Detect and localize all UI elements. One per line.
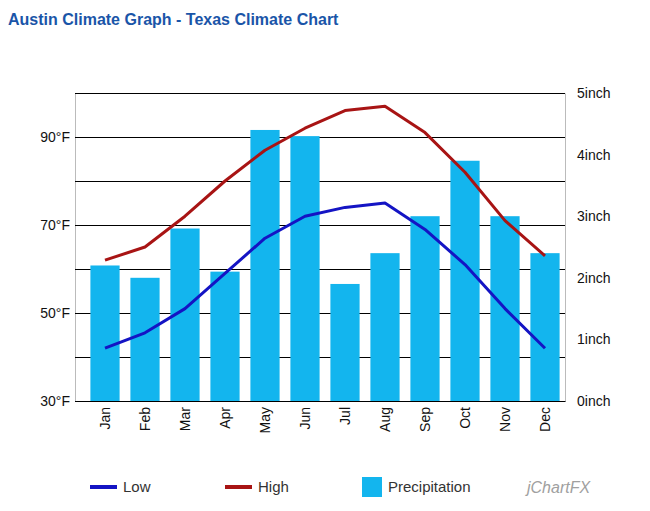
bar — [370, 253, 399, 401]
legend-swatch — [225, 485, 252, 489]
plot-area — [90, 106, 559, 401]
legend-item: Precipitation — [362, 477, 471, 497]
tick: 5inch — [565, 85, 610, 101]
bar — [290, 136, 319, 401]
tick-label: May — [257, 407, 273, 433]
tick-label: Nov — [497, 407, 513, 432]
tick-label: 4inch — [577, 147, 610, 163]
tick-label: Feb — [137, 407, 153, 431]
legend-swatch — [90, 485, 117, 489]
tick-label: 1inch — [577, 331, 610, 347]
bar — [330, 284, 359, 401]
legend: Low High Precipitation — [90, 477, 471, 497]
tick-label: Dec — [537, 407, 553, 432]
tick: Nov — [497, 407, 513, 432]
bar-series — [90, 130, 559, 401]
axis-line — [86, 401, 566, 402]
grid-line — [75, 181, 565, 182]
bar — [530, 253, 559, 401]
tick: Mar — [177, 407, 193, 431]
tick: 1inch — [565, 331, 610, 347]
tick: 3inch — [565, 208, 610, 224]
line — [105, 106, 545, 260]
tick-label: 30°F — [40, 393, 70, 409]
tick-label: Aug — [377, 407, 393, 432]
tick-label: Jun — [297, 407, 313, 430]
tick: May — [257, 407, 273, 433]
bar — [450, 161, 479, 401]
y2-axis: 0inch 1inch 2inch 3inch 4inch 5inch — [565, 85, 610, 409]
annotation: jChartFX — [525, 479, 591, 496]
tick: Aug — [377, 407, 393, 432]
tick-label: Mar — [177, 407, 193, 431]
bar — [90, 265, 119, 401]
axis-line — [565, 94, 566, 402]
tick — [75, 93, 565, 94]
legend-item: Low — [90, 478, 151, 495]
grid-line — [75, 93, 565, 94]
tick-label: Jul — [337, 407, 353, 425]
tick: Apr — [217, 407, 233, 429]
title: Austin Climate Graph - Texas Climate Cha… — [8, 11, 339, 28]
bar — [410, 216, 439, 401]
tick-label: 3inch — [577, 208, 610, 224]
tick-label: 5inch — [577, 85, 610, 101]
tick: Jun — [297, 407, 313, 430]
legend-swatch — [362, 477, 382, 497]
tick-label: 2inch — [577, 270, 610, 286]
legend-label: Low — [123, 478, 151, 495]
chart: Austin Climate Graph - Texas Climate Cha… — [0, 0, 650, 511]
tick-label: 50°F — [40, 305, 70, 321]
tick: 0inch — [565, 393, 610, 409]
tick-label: Oct — [457, 407, 473, 429]
tick: Sep — [417, 407, 433, 432]
grid-line — [75, 401, 565, 402]
x-axis: Jan Feb Mar Apr May Jun Jul Aug Sep Oct Nov Dec — [86, 402, 566, 434]
line — [105, 203, 545, 348]
y-axis: 30°F 50°F 70°F 90°F — [40, 94, 565, 409]
tick-label: Apr — [217, 407, 233, 429]
tick — [75, 181, 565, 182]
legend-label: High — [258, 478, 289, 495]
tick-label: Jan — [97, 407, 113, 430]
tick: Dec — [537, 407, 553, 432]
tick-label: 90°F — [40, 129, 70, 145]
grid-line — [75, 137, 565, 138]
bar — [250, 130, 279, 401]
bar — [210, 272, 239, 401]
legend-label: Precipitation — [388, 478, 471, 495]
tick: 2inch — [565, 270, 610, 286]
legend-item: High — [225, 478, 289, 495]
bar — [130, 278, 159, 401]
tick-label: Sep — [417, 407, 433, 432]
tick: Feb — [137, 407, 153, 431]
tick: Jan — [97, 407, 113, 430]
tick: Oct — [457, 407, 473, 429]
tick-label: 0inch — [577, 393, 610, 409]
axis-line — [75, 94, 76, 402]
tick: Jul — [337, 407, 353, 425]
tick: 4inch — [565, 147, 610, 163]
tick-label: 70°F — [40, 217, 70, 233]
